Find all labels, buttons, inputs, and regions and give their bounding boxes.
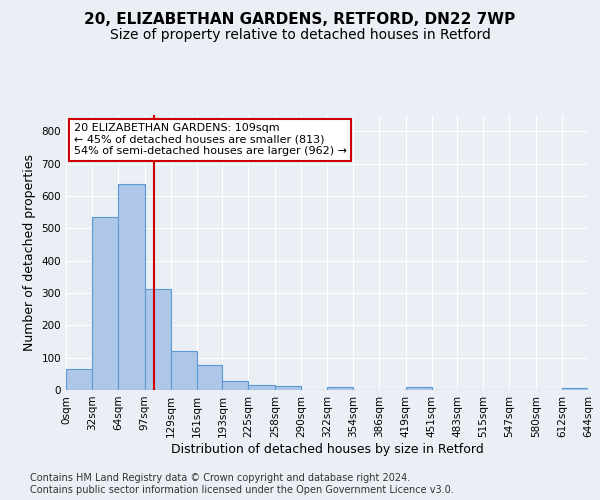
Bar	[145, 288, 170, 390]
Bar	[170, 351, 197, 390]
Text: Size of property relative to detached houses in Retford: Size of property relative to detached ho…	[110, 28, 490, 42]
Bar	[66, 369, 92, 390]
Bar	[562, 388, 588, 390]
Bar	[275, 386, 301, 390]
Bar	[406, 388, 431, 390]
Bar	[223, 381, 248, 390]
Bar	[248, 385, 275, 390]
Y-axis label: Number of detached properties: Number of detached properties	[23, 154, 36, 351]
Bar	[327, 387, 353, 390]
Bar	[92, 217, 118, 390]
Bar	[197, 365, 223, 390]
Text: Contains HM Land Registry data © Crown copyright and database right 2024.
Contai: Contains HM Land Registry data © Crown c…	[30, 474, 454, 495]
Bar	[118, 184, 145, 390]
Text: 20, ELIZABETHAN GARDENS, RETFORD, DN22 7WP: 20, ELIZABETHAN GARDENS, RETFORD, DN22 7…	[85, 12, 515, 28]
X-axis label: Distribution of detached houses by size in Retford: Distribution of detached houses by size …	[170, 442, 484, 456]
Text: 20 ELIZABETHAN GARDENS: 109sqm
← 45% of detached houses are smaller (813)
54% of: 20 ELIZABETHAN GARDENS: 109sqm ← 45% of …	[74, 123, 347, 156]
